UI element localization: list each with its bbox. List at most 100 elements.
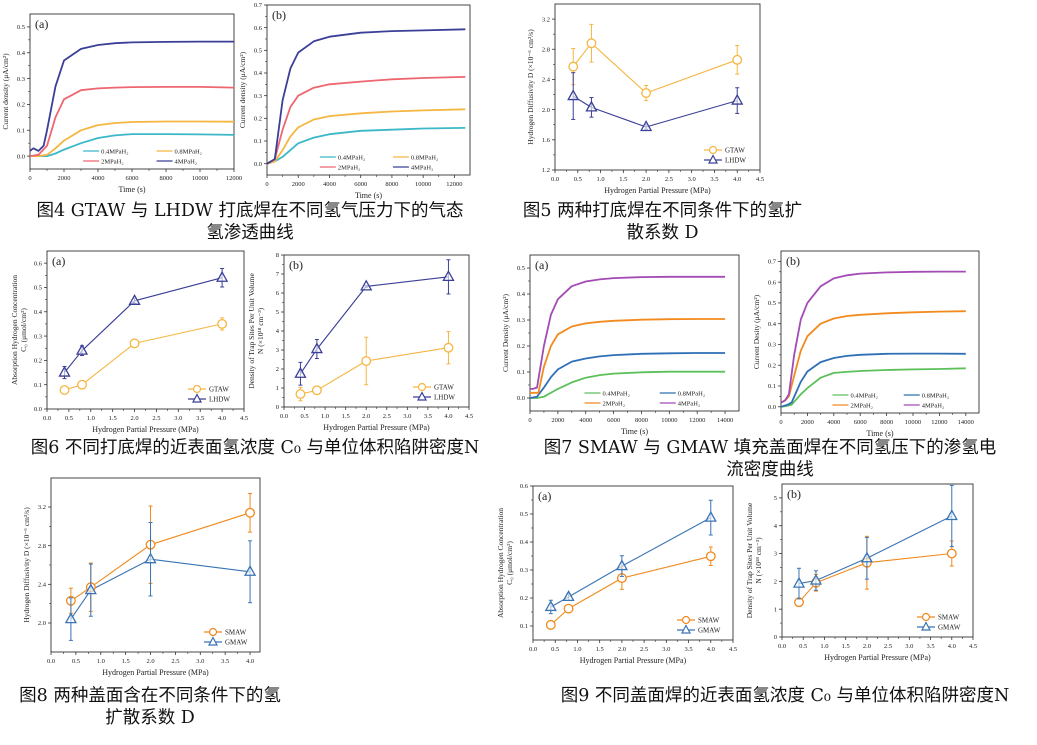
x-tick-label: 2.0 bbox=[146, 658, 154, 665]
y-tick-label: 0.7 bbox=[254, 2, 263, 9]
y-tick-label: 3.2 bbox=[542, 16, 550, 23]
y-tick-label: 1.2 bbox=[542, 167, 550, 174]
x-tick-label: 0.5 bbox=[300, 413, 308, 420]
x-tick-label: 4.5 bbox=[465, 413, 473, 420]
y-tick-label: 0.5 bbox=[520, 511, 528, 518]
x-tick-label: 0.0 bbox=[43, 415, 51, 422]
data-point bbox=[58, 365, 71, 377]
y-axis-sublabel: C₀ (μmol/cm³) bbox=[19, 308, 28, 352]
x-tick-label: 2.5 bbox=[171, 658, 179, 665]
y-tick-label: 0.2 bbox=[17, 102, 25, 109]
data-point bbox=[809, 573, 823, 585]
figure-4b-chart: 0 2000 4000 6000 8000 10000 12000 0.0 0.1 0.2 0.3 0… bbox=[238, 0, 510, 200]
series-line-1 bbox=[30, 120, 234, 158]
y-tick-label: 0 bbox=[276, 404, 279, 411]
x-tick-label: 14000 bbox=[958, 419, 974, 426]
figure-5-caption-line1: 图5 两种打底焊在不同条件下的氢扩 bbox=[522, 201, 803, 221]
x-tick-label: 1.5 bbox=[109, 415, 117, 422]
figure-4a-chart: 0 2000 4000 6000 8000 10000 12000 0.0 0.1 0.2 0.3 0… bbox=[0, 0, 250, 200]
y-axis-sublabel: C₀ (μmol/cm³) bbox=[505, 541, 514, 585]
y-axis-label: Current Desity (μA/cm²) bbox=[752, 294, 761, 369]
legend-label: 4MPaH₂ bbox=[175, 158, 198, 165]
figure-8-caption: 图8 两种盖面含在不同条件下的氢 扩散系数 D bbox=[0, 685, 300, 729]
x-tick-label: 6000 bbox=[126, 175, 139, 182]
legend-label: 0.8MPaH₂ bbox=[175, 148, 202, 155]
x-tick-label: 4.5 bbox=[729, 646, 737, 653]
legend-label: 4MPaH₂ bbox=[411, 164, 434, 171]
panel-label: (b) bbox=[787, 487, 801, 501]
x-tick-label: 1.0 bbox=[87, 415, 95, 422]
x-tick-label: 2.0 bbox=[863, 643, 871, 650]
panel-label: (a) bbox=[35, 17, 48, 31]
y-tick-label: 4 bbox=[774, 523, 778, 530]
data-point bbox=[567, 89, 580, 101]
figure-9b-chart: 0.0 0.5 1.0 1.5 2.0 2.5 3.0 3.5 4.0 4.5 0 1 2 3 4 5 Hydr… bbox=[745, 470, 1037, 670]
data-point bbox=[217, 318, 228, 329]
series-line-0 bbox=[781, 367, 966, 408]
data-point bbox=[294, 366, 307, 378]
data-point bbox=[310, 342, 323, 354]
figure-5-caption: 图5 两种打底焊在不同条件下的氢扩 散系数 D bbox=[500, 200, 825, 244]
y-tick-label: 3 bbox=[774, 551, 777, 558]
x-tick-label: 12000 bbox=[931, 419, 947, 426]
legend-label: 0.8MPaH₂ bbox=[678, 390, 705, 397]
x-tick-label: 0 bbox=[265, 181, 268, 188]
data-point bbox=[563, 603, 574, 614]
legend-label: 4MPaH₂ bbox=[678, 400, 701, 407]
legend: 0.4MPaH₂ 0.8MPaH₂ 2MPaH₂ 4MPaH₂ bbox=[319, 154, 438, 171]
y-tick-label: 0.6 bbox=[768, 279, 777, 286]
panel-label: (b) bbox=[272, 8, 286, 22]
figure-7a-chart: 0 2000 4000 6000 8000 10000 12000 14000 0.0 0.1 0.… bbox=[501, 245, 762, 436]
x-axis-label: Hydrogen Partial Pressure (MPa) bbox=[580, 656, 687, 665]
y-tick-label: 0.5 bbox=[768, 300, 776, 307]
fig4b-svg: 0 2000 4000 6000 8000 10000 12000 0.0 0.1 0.2 0.3 0… bbox=[238, 2, 471, 200]
series-line-0 bbox=[798, 552, 952, 603]
legend-label: LHDW bbox=[725, 157, 746, 165]
y-axis-label: Density of Trap Sites Per Unit Volume bbox=[745, 502, 754, 618]
y-axis-sublabel: N (×10¹⁸ cm⁻³) bbox=[754, 537, 763, 584]
x-tick-label: 4000 bbox=[92, 175, 105, 182]
series-line-1 bbox=[299, 276, 449, 375]
x-tick-label: 1.0 bbox=[596, 176, 604, 183]
y-tick-label: 0.3 bbox=[517, 317, 525, 324]
x-tick-label: 2.5 bbox=[884, 643, 892, 650]
y-tick-label: 0.0 bbox=[34, 406, 42, 413]
legend-label: 2MPaH₂ bbox=[338, 164, 361, 171]
y-tick-label: 0.0 bbox=[768, 404, 776, 411]
x-axis-label: Hydrogen Partial Pressure (MPa) bbox=[824, 653, 931, 662]
x-tick-label: 2.5 bbox=[383, 413, 391, 420]
x-tick-label: 3.5 bbox=[684, 646, 692, 653]
data-point bbox=[704, 510, 717, 522]
x-tick-label: 3.0 bbox=[688, 176, 696, 183]
x-tick-label: 0.5 bbox=[551, 646, 559, 653]
y-tick-label: 0.3 bbox=[254, 93, 262, 100]
figure-9a-chart: 0.0 0.5 1.0 1.5 2.0 2.5 3.0 3.5 4.0 4.5 0.1 0.2 0.3 0… bbox=[496, 470, 760, 670]
legend-label: GMAW bbox=[225, 639, 248, 647]
y-axis-sublabel: N (×10¹⁸ cm⁻³) bbox=[256, 307, 265, 354]
figure-4-caption-line1: 图4 GTAW 与 LHDW 打底焊在不同氢气压力下的气态 bbox=[36, 201, 464, 221]
legend-label: 0.8MPaH₂ bbox=[922, 392, 949, 399]
x-tick-label: 2.5 bbox=[640, 646, 648, 653]
y-tick-label: 0.1 bbox=[17, 127, 25, 134]
y-axis-label: Absorption Hydrogen Concentration bbox=[496, 508, 505, 618]
data-point bbox=[585, 100, 598, 112]
x-tick-label: 4000 bbox=[827, 419, 840, 426]
series-line-1 bbox=[64, 277, 223, 373]
data-point bbox=[243, 564, 257, 576]
series-line-2 bbox=[267, 76, 466, 165]
x-tick-label: 2.0 bbox=[362, 413, 370, 420]
y-tick-label: 0.4 bbox=[768, 321, 777, 328]
y-tick-label: 0.5 bbox=[254, 48, 262, 55]
x-tick-label: 8000 bbox=[635, 417, 648, 424]
series-line-1 bbox=[267, 108, 466, 165]
x-tick-label: 4000 bbox=[579, 417, 592, 424]
x-tick-label: 4.0 bbox=[733, 176, 741, 183]
x-tick-label: 0 bbox=[779, 419, 782, 426]
plot-frame bbox=[554, 3, 761, 171]
legend: GTAW LHDW bbox=[704, 145, 746, 165]
figure-4-caption: 图4 GTAW 与 LHDW 打底焊在不同氢气压力下的气态 氢渗透曲线 bbox=[0, 200, 500, 244]
legend-label: 2MPaH₂ bbox=[850, 402, 873, 409]
y-axis-label: Density of Trap Sites Per Unit Volume bbox=[247, 273, 256, 389]
x-tick-label: 12000 bbox=[689, 417, 705, 424]
fig6a-svg: 0.0 0.5 1.0 1.5 2.0 2.5 3.0 3.5 4.0 4.5 0.0 0.1 0.2 0… bbox=[10, 250, 248, 434]
